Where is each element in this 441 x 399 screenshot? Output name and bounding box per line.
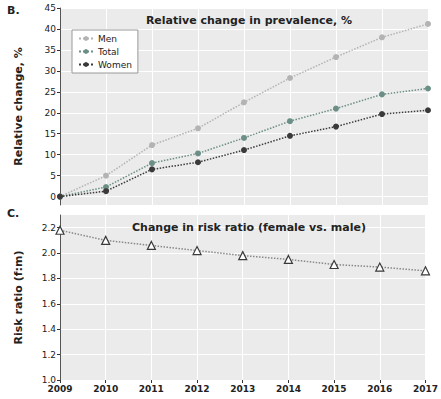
svg-text:2.0: 2.0: [42, 248, 57, 258]
svg-text:Men: Men: [98, 34, 117, 44]
svg-text:40: 40: [45, 24, 57, 34]
svg-text:Change in risk ratio (female v: Change in risk ratio (female vs. male): [132, 221, 366, 234]
svg-text:2016: 2016: [367, 384, 392, 394]
svg-text:Risk ratio (f:m): Risk ratio (f:m): [12, 251, 25, 345]
svg-text:2009: 2009: [47, 384, 72, 394]
svg-text:20: 20: [45, 108, 57, 118]
svg-text:1.4: 1.4: [42, 324, 57, 334]
svg-text:25: 25: [45, 87, 56, 97]
svg-text:2014: 2014: [276, 384, 301, 394]
svg-text:15: 15: [45, 129, 56, 139]
svg-text:2013: 2013: [230, 384, 255, 394]
svg-text:1.2: 1.2: [42, 350, 56, 360]
svg-text:35: 35: [45, 45, 56, 55]
svg-text:C.: C.: [7, 207, 19, 220]
svg-text:5: 5: [50, 171, 56, 181]
svg-text:1.6: 1.6: [42, 299, 57, 309]
svg-text:2011: 2011: [139, 384, 164, 394]
svg-text:2017: 2017: [413, 384, 438, 394]
svg-text:2010: 2010: [93, 384, 118, 394]
svg-text:1.0: 1.0: [41, 375, 56, 385]
svg-text:1.8: 1.8: [42, 273, 57, 283]
svg-text:2.2: 2.2: [42, 223, 56, 233]
svg-text:Relative change in prevalence,: Relative change in prevalence, %: [146, 14, 352, 27]
svg-text:2012: 2012: [185, 384, 210, 394]
svg-text:45: 45: [45, 3, 56, 13]
svg-text:30: 30: [45, 66, 57, 76]
svg-text:Relative change, %: Relative change, %: [12, 47, 25, 166]
svg-text:Total: Total: [97, 47, 119, 57]
svg-text:B.: B.: [7, 4, 20, 17]
svg-text:2015: 2015: [322, 384, 347, 394]
svg-text:Women: Women: [98, 60, 132, 70]
svg-text:0: 0: [50, 192, 56, 202]
svg-text:10: 10: [45, 150, 57, 160]
